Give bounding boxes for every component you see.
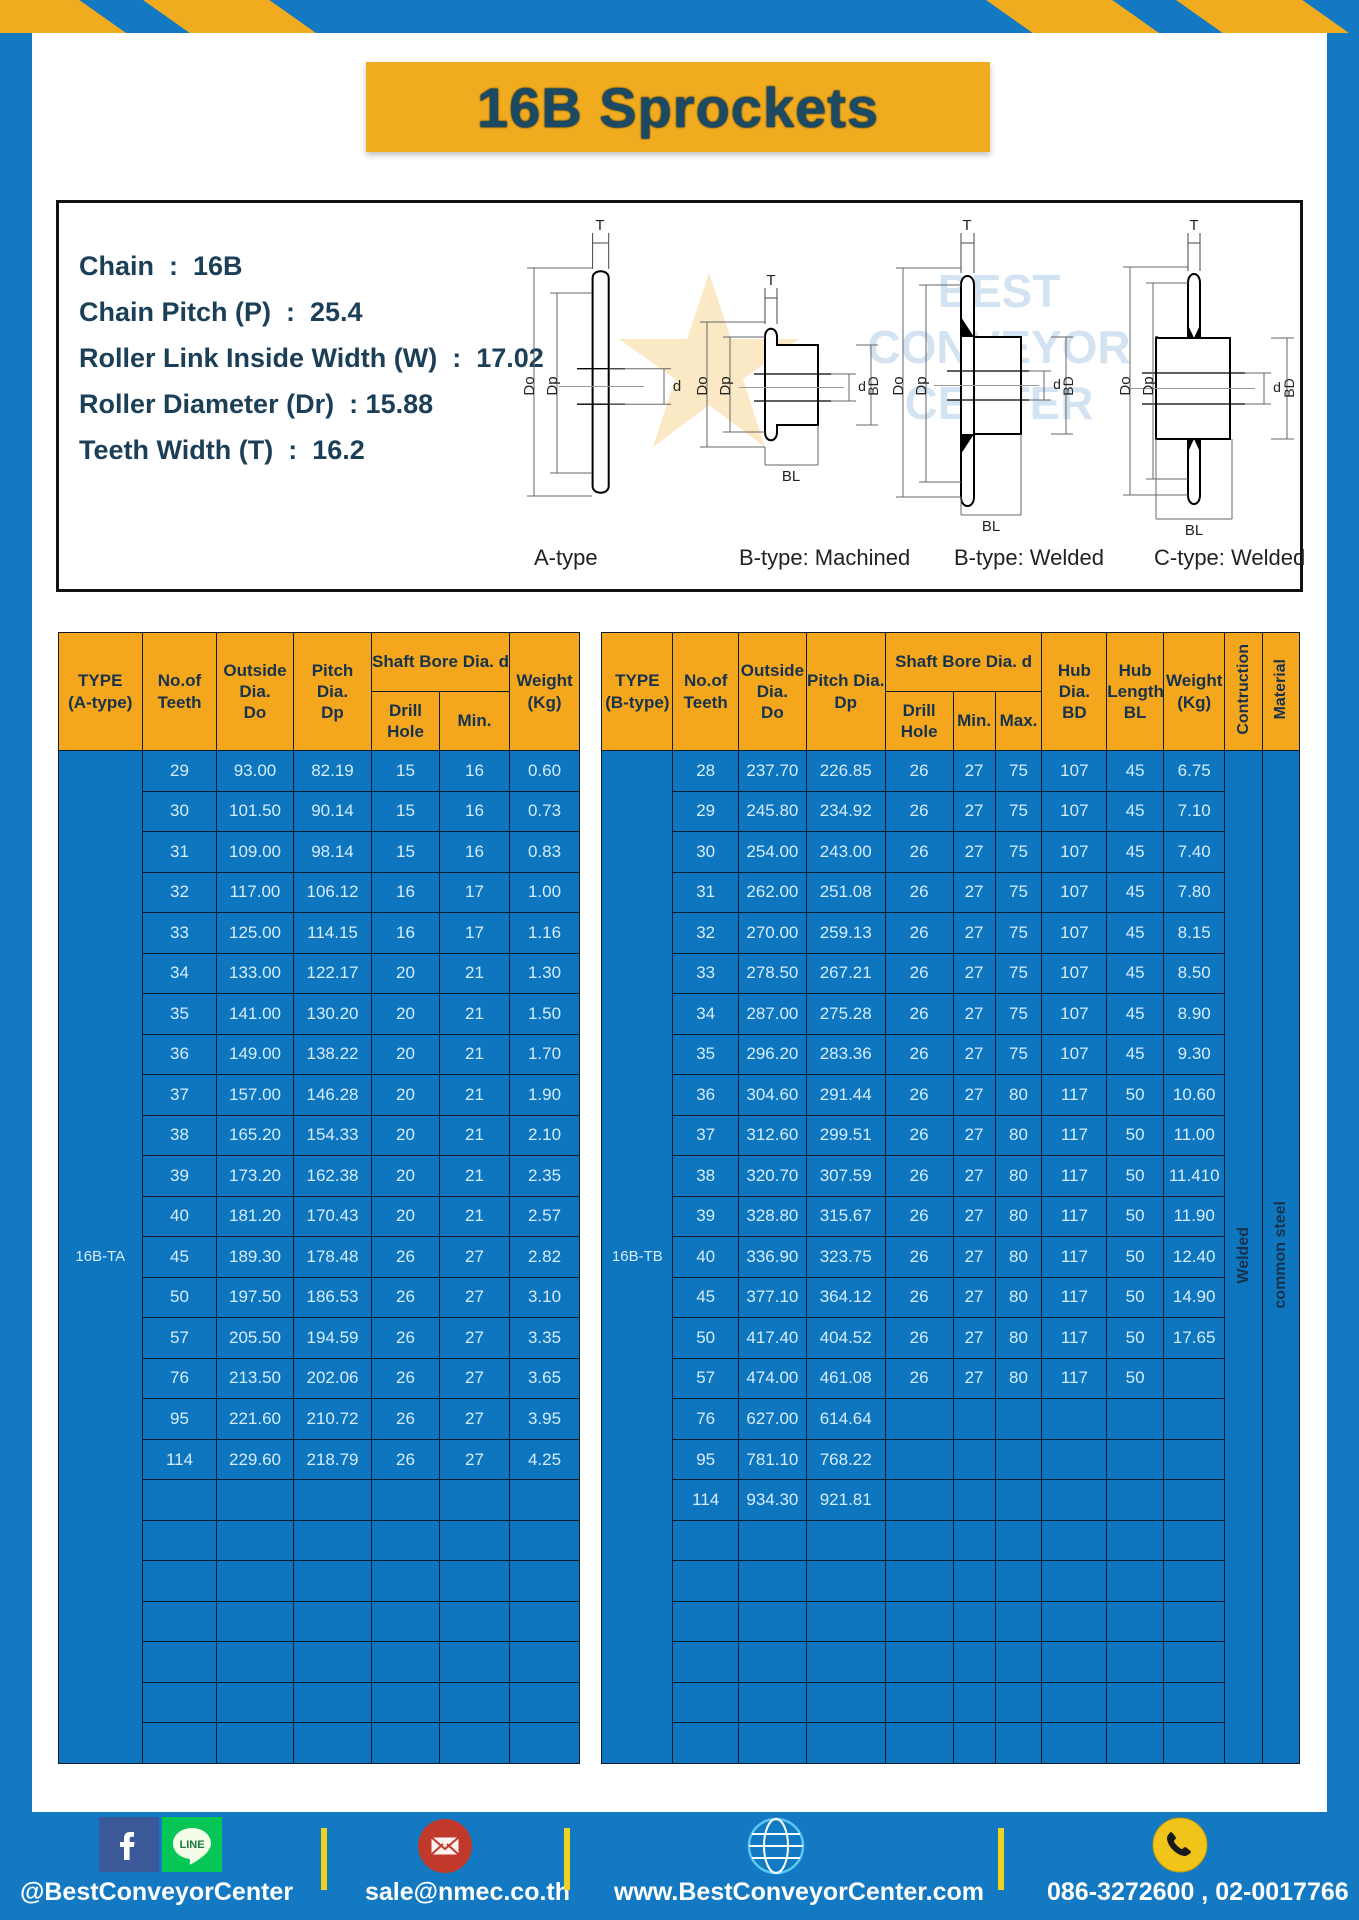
svg-text:Do: Do — [521, 376, 538, 395]
svg-text:d: d — [673, 378, 681, 395]
svg-text:T: T — [1189, 217, 1198, 234]
svg-text:Dp: Dp — [717, 376, 734, 395]
svg-text:BD: BD — [1060, 376, 1076, 395]
svg-text:T: T — [766, 272, 775, 289]
svg-text:BD: BD — [865, 376, 881, 395]
svg-text:d: d — [1273, 379, 1281, 395]
svg-text:T: T — [962, 217, 971, 234]
svg-text:Dp: Dp — [1140, 376, 1157, 395]
svg-text:BL: BL — [982, 518, 1000, 535]
svg-text:BD: BD — [1281, 378, 1297, 397]
svg-text:Do: Do — [694, 376, 711, 395]
svg-text:Do: Do — [890, 376, 907, 395]
svg-text:Dp: Dp — [544, 376, 561, 395]
svg-text:BL: BL — [1185, 522, 1203, 539]
svg-text:Do: Do — [1117, 376, 1134, 395]
svg-text:T: T — [595, 217, 604, 234]
svg-text:BL: BL — [782, 468, 800, 485]
svg-text:Dp: Dp — [913, 376, 930, 395]
svg-text:LINE: LINE — [179, 1839, 204, 1851]
